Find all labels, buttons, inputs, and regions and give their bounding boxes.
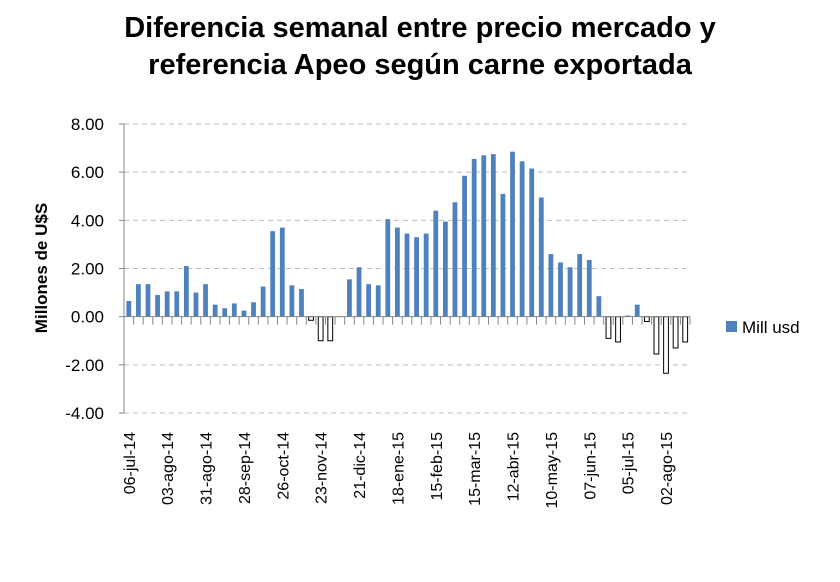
- x-tick-label: 02-ago-15: [659, 432, 676, 505]
- bar: [347, 279, 352, 317]
- y-tick-label: 6.00: [71, 163, 104, 182]
- bar: [471, 158, 477, 317]
- bar: [634, 304, 640, 317]
- x-tick-label: 15-feb-15: [429, 432, 446, 501]
- bar: [270, 231, 276, 317]
- bar: [414, 237, 419, 317]
- bar: [135, 284, 141, 317]
- bar: [442, 221, 448, 317]
- y-tick-label: -4.00: [65, 404, 104, 423]
- y-tick-label: 4.00: [71, 211, 104, 230]
- y-tick-label: -2.00: [65, 356, 104, 375]
- bar: [577, 254, 583, 317]
- bar: [279, 227, 285, 317]
- chart-title-line-1: Diferencia semanal entre precio mercado …: [124, 12, 716, 44]
- x-tick-label: 15-mar-15: [467, 432, 484, 506]
- x-tick-label: 21-dic-14: [352, 432, 369, 499]
- bar: [251, 302, 256, 317]
- bar-negative: [308, 316, 314, 321]
- y-tick-label: 2.00: [71, 260, 104, 279]
- bar-negative: [605, 316, 612, 339]
- bar: [145, 284, 151, 317]
- x-tick-label: 18-ene-15: [390, 432, 407, 505]
- bar: [452, 202, 458, 317]
- bar: [625, 315, 631, 317]
- bar: [567, 267, 573, 317]
- bar: [385, 219, 391, 317]
- bar: [558, 262, 563, 317]
- bar: [193, 292, 199, 317]
- bar: [433, 210, 439, 317]
- chart-title: Diferencia semanal entre precio mercado …: [0, 10, 840, 84]
- bar-negative: [663, 316, 669, 374]
- bar: [538, 197, 544, 317]
- bar-negative: [653, 316, 660, 355]
- bar: [548, 254, 554, 317]
- bar: [174, 291, 180, 317]
- bar: [260, 286, 266, 317]
- bar: [375, 285, 381, 317]
- y-tick-label: 8.00: [71, 115, 104, 134]
- bar-negative: [682, 316, 689, 343]
- bar-negative: [317, 316, 324, 342]
- y-tick-label: 0.00: [71, 308, 104, 327]
- x-tick-label: 05-jul-15: [621, 432, 638, 494]
- bar: [289, 285, 295, 317]
- bar: [519, 161, 525, 317]
- bar: [164, 291, 170, 317]
- bar: [529, 168, 535, 317]
- x-tick-label: 07-jun-15: [582, 432, 599, 500]
- bar: [299, 288, 304, 317]
- y-axis-title: Millones de U$S: [32, 203, 51, 333]
- bar: [423, 233, 429, 317]
- bar-negative: [327, 316, 334, 342]
- bar: [395, 227, 400, 317]
- x-tick-label: 03-ago-14: [160, 432, 177, 505]
- bar: [183, 266, 189, 317]
- x-tick-label: 10-may-15: [544, 432, 561, 509]
- bar: [231, 303, 237, 317]
- bar: [366, 284, 372, 317]
- bar: [212, 304, 218, 317]
- legend-swatch: [726, 321, 737, 332]
- x-tick-label: 28-sep-14: [237, 432, 254, 504]
- bar-negative: [643, 316, 650, 322]
- x-tick-label: 31-ago-14: [199, 432, 216, 505]
- x-tick-label: 26-oct-14: [275, 432, 292, 500]
- bar: [510, 151, 515, 317]
- bar: [500, 193, 506, 317]
- x-tick-label: 06-jul-14: [122, 432, 139, 494]
- bar-negative: [672, 316, 679, 349]
- bar: [241, 310, 247, 317]
- bar: [586, 260, 592, 317]
- bar: [203, 284, 208, 317]
- legend-label: Mill usd: [742, 318, 800, 337]
- bar: [596, 296, 602, 317]
- bar: [222, 308, 228, 317]
- x-tick-label: 12-abr-15: [506, 432, 523, 501]
- bar: [404, 233, 410, 317]
- bar: [490, 154, 496, 317]
- bar-negative: [615, 316, 621, 343]
- bar: [126, 301, 132, 317]
- bar: [356, 267, 362, 317]
- chart-title-line-2: referencia Apeo según carne exportada: [148, 49, 692, 81]
- bar: [462, 175, 467, 317]
- bar: [155, 294, 160, 317]
- x-tick-label: 23-nov-14: [314, 432, 331, 504]
- bar: [481, 155, 487, 317]
